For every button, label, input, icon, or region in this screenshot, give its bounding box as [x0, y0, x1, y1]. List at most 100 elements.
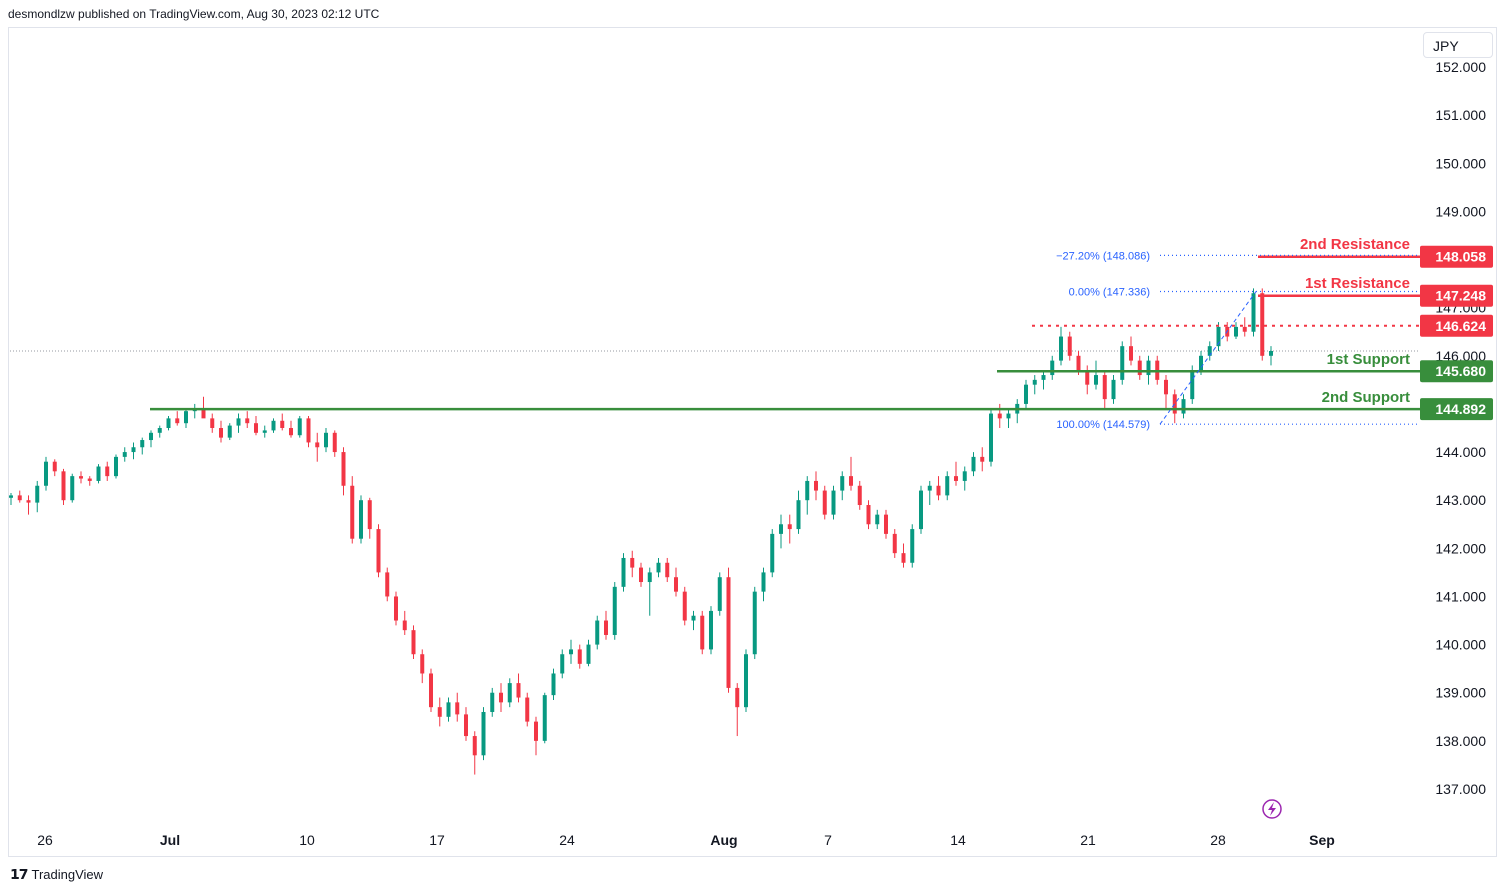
candle-body — [1216, 326, 1221, 347]
resistance-level-label: 1st Resistance — [1305, 275, 1410, 292]
x-tick-label: 24 — [559, 832, 575, 848]
candle-body — [1129, 346, 1133, 361]
candle-body — [9, 495, 13, 498]
candle-body — [1260, 293, 1265, 356]
support-level-label: 1st Support — [1327, 351, 1410, 368]
candle-body — [647, 572, 652, 583]
candle-body — [61, 471, 66, 501]
candle-body — [612, 586, 617, 635]
candle-body — [665, 562, 670, 578]
candle-body — [735, 687, 740, 708]
y-tick-label: 149.000 — [1435, 203, 1486, 219]
candle-body — [997, 413, 1002, 419]
x-tick-label: 17 — [429, 832, 445, 848]
candle-body — [884, 514, 888, 534]
candle-body — [691, 615, 696, 621]
y-tick-label: 140.000 — [1435, 637, 1486, 653]
candle-body — [814, 480, 818, 491]
candle-body — [52, 461, 57, 472]
candle-body — [595, 620, 600, 645]
candle-body — [1269, 350, 1273, 356]
candle-body — [682, 591, 687, 621]
candle-body — [87, 478, 92, 481]
price-badge-label: 148.058 — [1435, 249, 1486, 265]
y-tick-label: 138.000 — [1435, 733, 1486, 749]
tradingview-brand: TradingView — [31, 867, 104, 882]
candle-body — [236, 418, 241, 426]
candle-body — [1067, 336, 1072, 356]
price-badge — [1420, 314, 1493, 337]
candle-body — [1120, 346, 1125, 380]
candle-body — [394, 596, 398, 621]
fibonacci-level-label: 100.00% (144.579) — [1056, 419, 1150, 431]
candle-body — [534, 721, 538, 741]
candle-body — [175, 418, 180, 424]
candle-body — [1146, 360, 1151, 376]
candle-body — [1111, 379, 1116, 400]
candle-body — [569, 649, 573, 655]
candle-body — [787, 524, 792, 530]
candle-body — [437, 707, 442, 717]
candle-body — [866, 505, 871, 525]
candle-body — [717, 577, 722, 611]
candle-body — [1172, 394, 1177, 414]
candle-body — [892, 533, 897, 554]
publisher-caption: desmondlzw published on TradingView.com,… — [8, 7, 380, 21]
candle-body — [490, 692, 495, 712]
candle-body — [761, 572, 766, 592]
candle-body — [149, 432, 153, 441]
candle-body — [367, 500, 372, 530]
y-tick-label: 152.000 — [1435, 59, 1486, 75]
candle-body — [639, 567, 643, 583]
candle-body — [1251, 293, 1256, 332]
currency-button[interactable]: JPY — [1423, 32, 1493, 58]
candle-body — [70, 476, 75, 501]
fibonacci-level-label: −27.20% (148.086) — [1056, 250, 1150, 262]
candle-body — [35, 485, 40, 503]
x-tick-label: 26 — [37, 832, 53, 848]
candle-body — [1085, 370, 1090, 385]
price-badge-label: 147.248 — [1435, 288, 1486, 304]
candle-body — [131, 447, 136, 453]
candle-body — [989, 413, 993, 462]
candle-body — [315, 442, 320, 448]
candle-body — [1199, 355, 1203, 371]
candle-body — [1076, 355, 1081, 371]
x-tick-label: 10 — [299, 832, 315, 848]
candle-body — [551, 673, 556, 696]
candle-body — [1041, 375, 1046, 380]
candle-body — [280, 420, 285, 428]
candle-body — [709, 610, 713, 650]
candle-body — [44, 461, 48, 486]
candle-body — [210, 418, 215, 428]
candle-body — [306, 418, 311, 443]
candle-body — [271, 420, 276, 431]
candle-body — [341, 452, 346, 486]
candle-body — [184, 411, 188, 424]
tradingview-footer[interactable]: 𝟭𝟳 TradingView — [10, 866, 103, 883]
resistance-level-label: 2nd Resistance — [1300, 236, 1410, 253]
candle-body — [1207, 346, 1212, 356]
candle-body — [332, 432, 337, 453]
candle-body — [411, 630, 416, 655]
candle-body — [1024, 384, 1028, 404]
candle-body — [577, 649, 582, 664]
candle-body — [1006, 413, 1011, 419]
candle-body — [17, 495, 22, 501]
candle-body — [744, 654, 748, 708]
candle-body — [910, 529, 915, 563]
candle-body — [604, 620, 608, 635]
candle-body — [901, 553, 906, 563]
candle-body — [350, 485, 355, 539]
x-tick-label: Aug — [710, 832, 737, 848]
candle-body — [262, 430, 267, 433]
candle-body — [219, 428, 223, 438]
candle-body — [919, 490, 923, 530]
price-badge — [1420, 284, 1493, 307]
x-tick-label: 7 — [824, 832, 832, 848]
x-tick-label: 21 — [1080, 832, 1096, 848]
y-tick-label: 143.000 — [1435, 492, 1486, 508]
candle-body — [1242, 326, 1247, 332]
candle-body — [1102, 375, 1107, 400]
